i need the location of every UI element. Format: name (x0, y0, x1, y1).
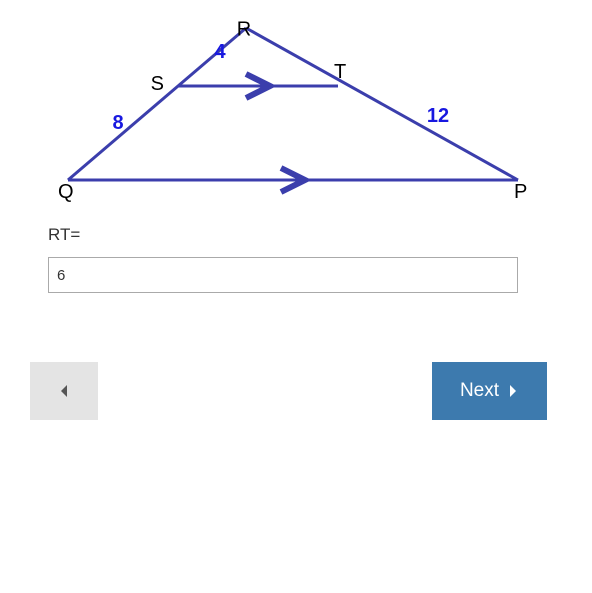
point-label-R: R (237, 20, 251, 41)
value-label-TP: 12 (427, 105, 449, 127)
next-button-label: Next (460, 380, 499, 402)
triangle-svg: Q R P S T 4 8 12 (48, 20, 538, 205)
answer-input[interactable] (48, 257, 518, 293)
prev-button[interactable] (30, 362, 98, 420)
geometry-diagram: Q R P S T 4 8 12 (48, 20, 538, 205)
nav-row: Next (30, 362, 547, 420)
next-button[interactable]: Next (432, 362, 547, 420)
prev-arrow-icon (58, 383, 70, 399)
edge-RP (246, 28, 518, 180)
prompt-label: RT= (48, 225, 592, 245)
point-label-T: T (334, 61, 346, 83)
value-label-QS: 8 (112, 112, 123, 134)
point-label-S: S (151, 73, 164, 95)
value-label-SR: 4 (214, 41, 226, 63)
next-arrow-icon (507, 383, 519, 399)
point-label-Q: Q (58, 181, 74, 203)
point-label-P: P (514, 181, 527, 203)
